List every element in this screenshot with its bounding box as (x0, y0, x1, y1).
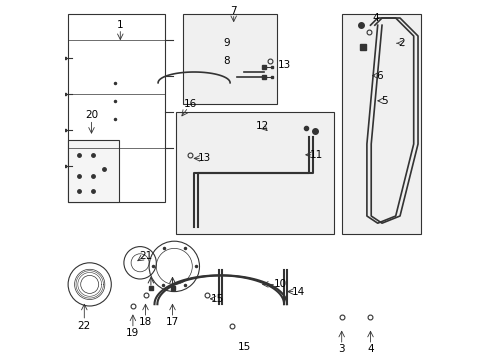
Bar (341, 14, 420, 234)
Text: 12: 12 (255, 121, 268, 131)
Text: 2: 2 (397, 38, 404, 48)
Text: 4: 4 (366, 344, 373, 354)
Text: 19: 19 (126, 328, 139, 338)
Text: 14: 14 (291, 287, 305, 297)
Text: 4: 4 (372, 13, 378, 23)
Text: 17: 17 (165, 317, 179, 327)
Bar (68, 140, 118, 202)
Text: 9: 9 (223, 38, 229, 48)
Text: 6: 6 (375, 71, 382, 81)
Text: 20: 20 (85, 110, 98, 120)
Text: 13: 13 (198, 153, 211, 163)
Text: 18: 18 (139, 317, 152, 327)
Bar (68, 14, 165, 202)
Text: 1: 1 (117, 20, 123, 30)
Text: 8: 8 (223, 56, 229, 66)
Text: 16: 16 (183, 99, 197, 109)
Text: 15: 15 (237, 342, 251, 352)
Bar (183, 14, 276, 104)
Text: 22: 22 (78, 321, 91, 331)
Text: 21: 21 (139, 251, 152, 261)
Text: 5: 5 (381, 96, 387, 106)
Text: 11: 11 (309, 150, 323, 160)
Text: 15: 15 (210, 294, 224, 304)
Text: 10: 10 (273, 279, 286, 289)
Text: 13: 13 (277, 60, 290, 70)
Text: 7: 7 (230, 6, 237, 16)
Bar (176, 112, 334, 234)
Text: 3: 3 (338, 344, 345, 354)
